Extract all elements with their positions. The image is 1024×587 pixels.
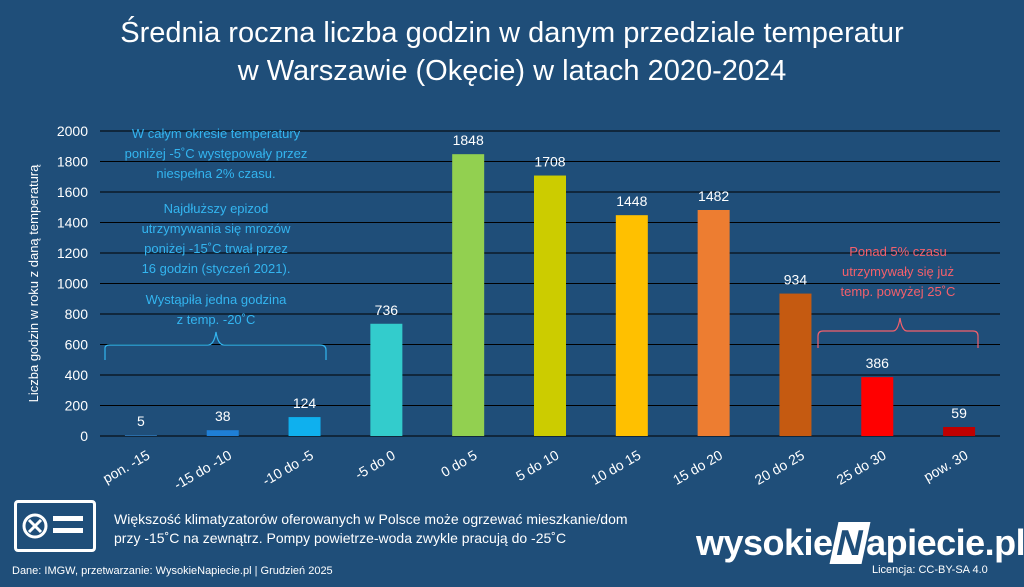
annotation-left-1-line-1: poniżej -5˚C występowały przez	[125, 146, 308, 161]
y-tick-label-200: 200	[65, 398, 89, 414]
data-label-10: 59	[951, 405, 967, 421]
logo-right: apiecie.pl	[866, 522, 1024, 563]
air-conditioner-icon	[14, 500, 96, 552]
y-tick-label-0: 0	[80, 428, 88, 444]
footer-note: Większość klimatyzatorów oferowanych w P…	[114, 510, 628, 548]
footer-note-line2: przy -15˚C na zewnątrz. Pompy powietrze-…	[114, 530, 567, 546]
bar-2	[288, 417, 321, 436]
data-label-7: 1482	[698, 188, 729, 204]
annotation-left-3-line-0: Wystąpiła jedna godzina	[146, 292, 288, 307]
x-tick-label-3: -5 do 0	[352, 447, 398, 483]
annotation-brace-left	[104, 331, 327, 360]
data-label-4: 1848	[453, 132, 484, 148]
y-tick-label-400: 400	[65, 367, 89, 383]
data-label-0: 5	[137, 413, 145, 429]
annotation-left-2-line-3: 16 godzin (styczeń 2021).	[142, 261, 291, 276]
annotation-right-line-2: temp. powyżej 25˚C	[841, 284, 956, 299]
license: Licencja: CC-BY-SA 4.0	[872, 564, 988, 576]
bar-0	[124, 435, 157, 436]
x-tick-label-1: -15 do -10	[171, 447, 234, 493]
x-tick-label-8: 20 do 25	[752, 447, 807, 488]
x-tick-label-2: -10 do -5	[260, 447, 317, 489]
chart-title: Średnia roczna liczba godzin w danym prz…	[0, 14, 1024, 90]
x-tick-label-10: pow. 30	[921, 447, 971, 485]
x-tick-label-6: 10 do 15	[588, 447, 643, 488]
data-label-1: 38	[215, 408, 231, 424]
x-tick-label-9: 25 do 30	[834, 447, 889, 488]
data-label-9: 386	[866, 355, 890, 371]
y-tick-label-600: 600	[65, 337, 89, 353]
chart-title-line1: Średnia roczna liczba godzin w danym prz…	[120, 17, 904, 49]
y-axis-label: Liczba godzin w roku z daną temperaturą	[26, 164, 41, 403]
logo-left: wysokie	[696, 522, 833, 563]
chart-title-line2: w Warszawie (Okęcie) w latach 2020-2024	[237, 55, 787, 87]
bar-9	[861, 377, 894, 436]
x-tick-label-5: 5 do 10	[513, 447, 562, 484]
y-tick-label-1000: 1000	[57, 276, 88, 292]
annotation-left-2-line-1: utrzymywania się mrozów	[142, 221, 291, 236]
brand-logo: wysokieNapiecie.pl	[696, 522, 1024, 564]
bar-10	[943, 427, 976, 436]
bar-3	[370, 323, 403, 436]
bar-4	[452, 154, 485, 436]
data-label-6: 1448	[616, 193, 647, 209]
bar-5	[534, 175, 566, 436]
annotation-left-2-line-2: poniżej -15˚C trwał przez	[144, 241, 288, 256]
annotation-brace-right	[817, 317, 979, 348]
annotation-left-1-line-2: niespełna 2% czasu.	[156, 166, 275, 181]
bar-1	[206, 430, 239, 436]
annotation-right-line-0: Ponad 5% czasu	[849, 244, 947, 259]
data-label-2: 124	[293, 395, 317, 411]
y-tick-label-2000: 2000	[57, 123, 88, 139]
annotation-left-1-line-0: W całym okresie temperatury	[132, 126, 301, 141]
y-tick-label-1400: 1400	[57, 215, 88, 231]
bar-8	[779, 293, 812, 436]
footer-note-line1: Większość klimatyzatorów oferowanych w P…	[114, 511, 628, 527]
annotation-right-line-1: utrzymywały się już	[842, 264, 954, 279]
annotation-left-2-line-0: Najdłuższy epizod	[164, 201, 269, 216]
data-label-5: 1708	[534, 154, 565, 170]
x-tick-label-4: 0 do 5	[438, 447, 480, 480]
data-label-3: 736	[375, 302, 399, 318]
bar-6	[615, 215, 648, 436]
y-tick-label-800: 800	[65, 306, 89, 322]
y-tick-label-1600: 1600	[57, 184, 88, 200]
y-tick-label-1200: 1200	[57, 245, 88, 261]
annotation-left-3-line-1: z temp. -20˚C	[177, 312, 256, 327]
x-tick-label-7: 15 do 20	[670, 447, 725, 488]
data-source: Dane: IMGW, przetwarzanie: WysokieNapiec…	[12, 565, 333, 577]
y-tick-label-1800: 1800	[57, 154, 88, 170]
logo-mark: N	[829, 522, 870, 564]
data-label-8: 934	[784, 272, 808, 288]
bar-chart: 0 200 400 600 800 1000 1200 1400 1600 1800 2000 Lic…	[26, 123, 1000, 493]
x-tick-label-0: pon. -15	[100, 447, 153, 487]
bar-7	[697, 209, 730, 436]
